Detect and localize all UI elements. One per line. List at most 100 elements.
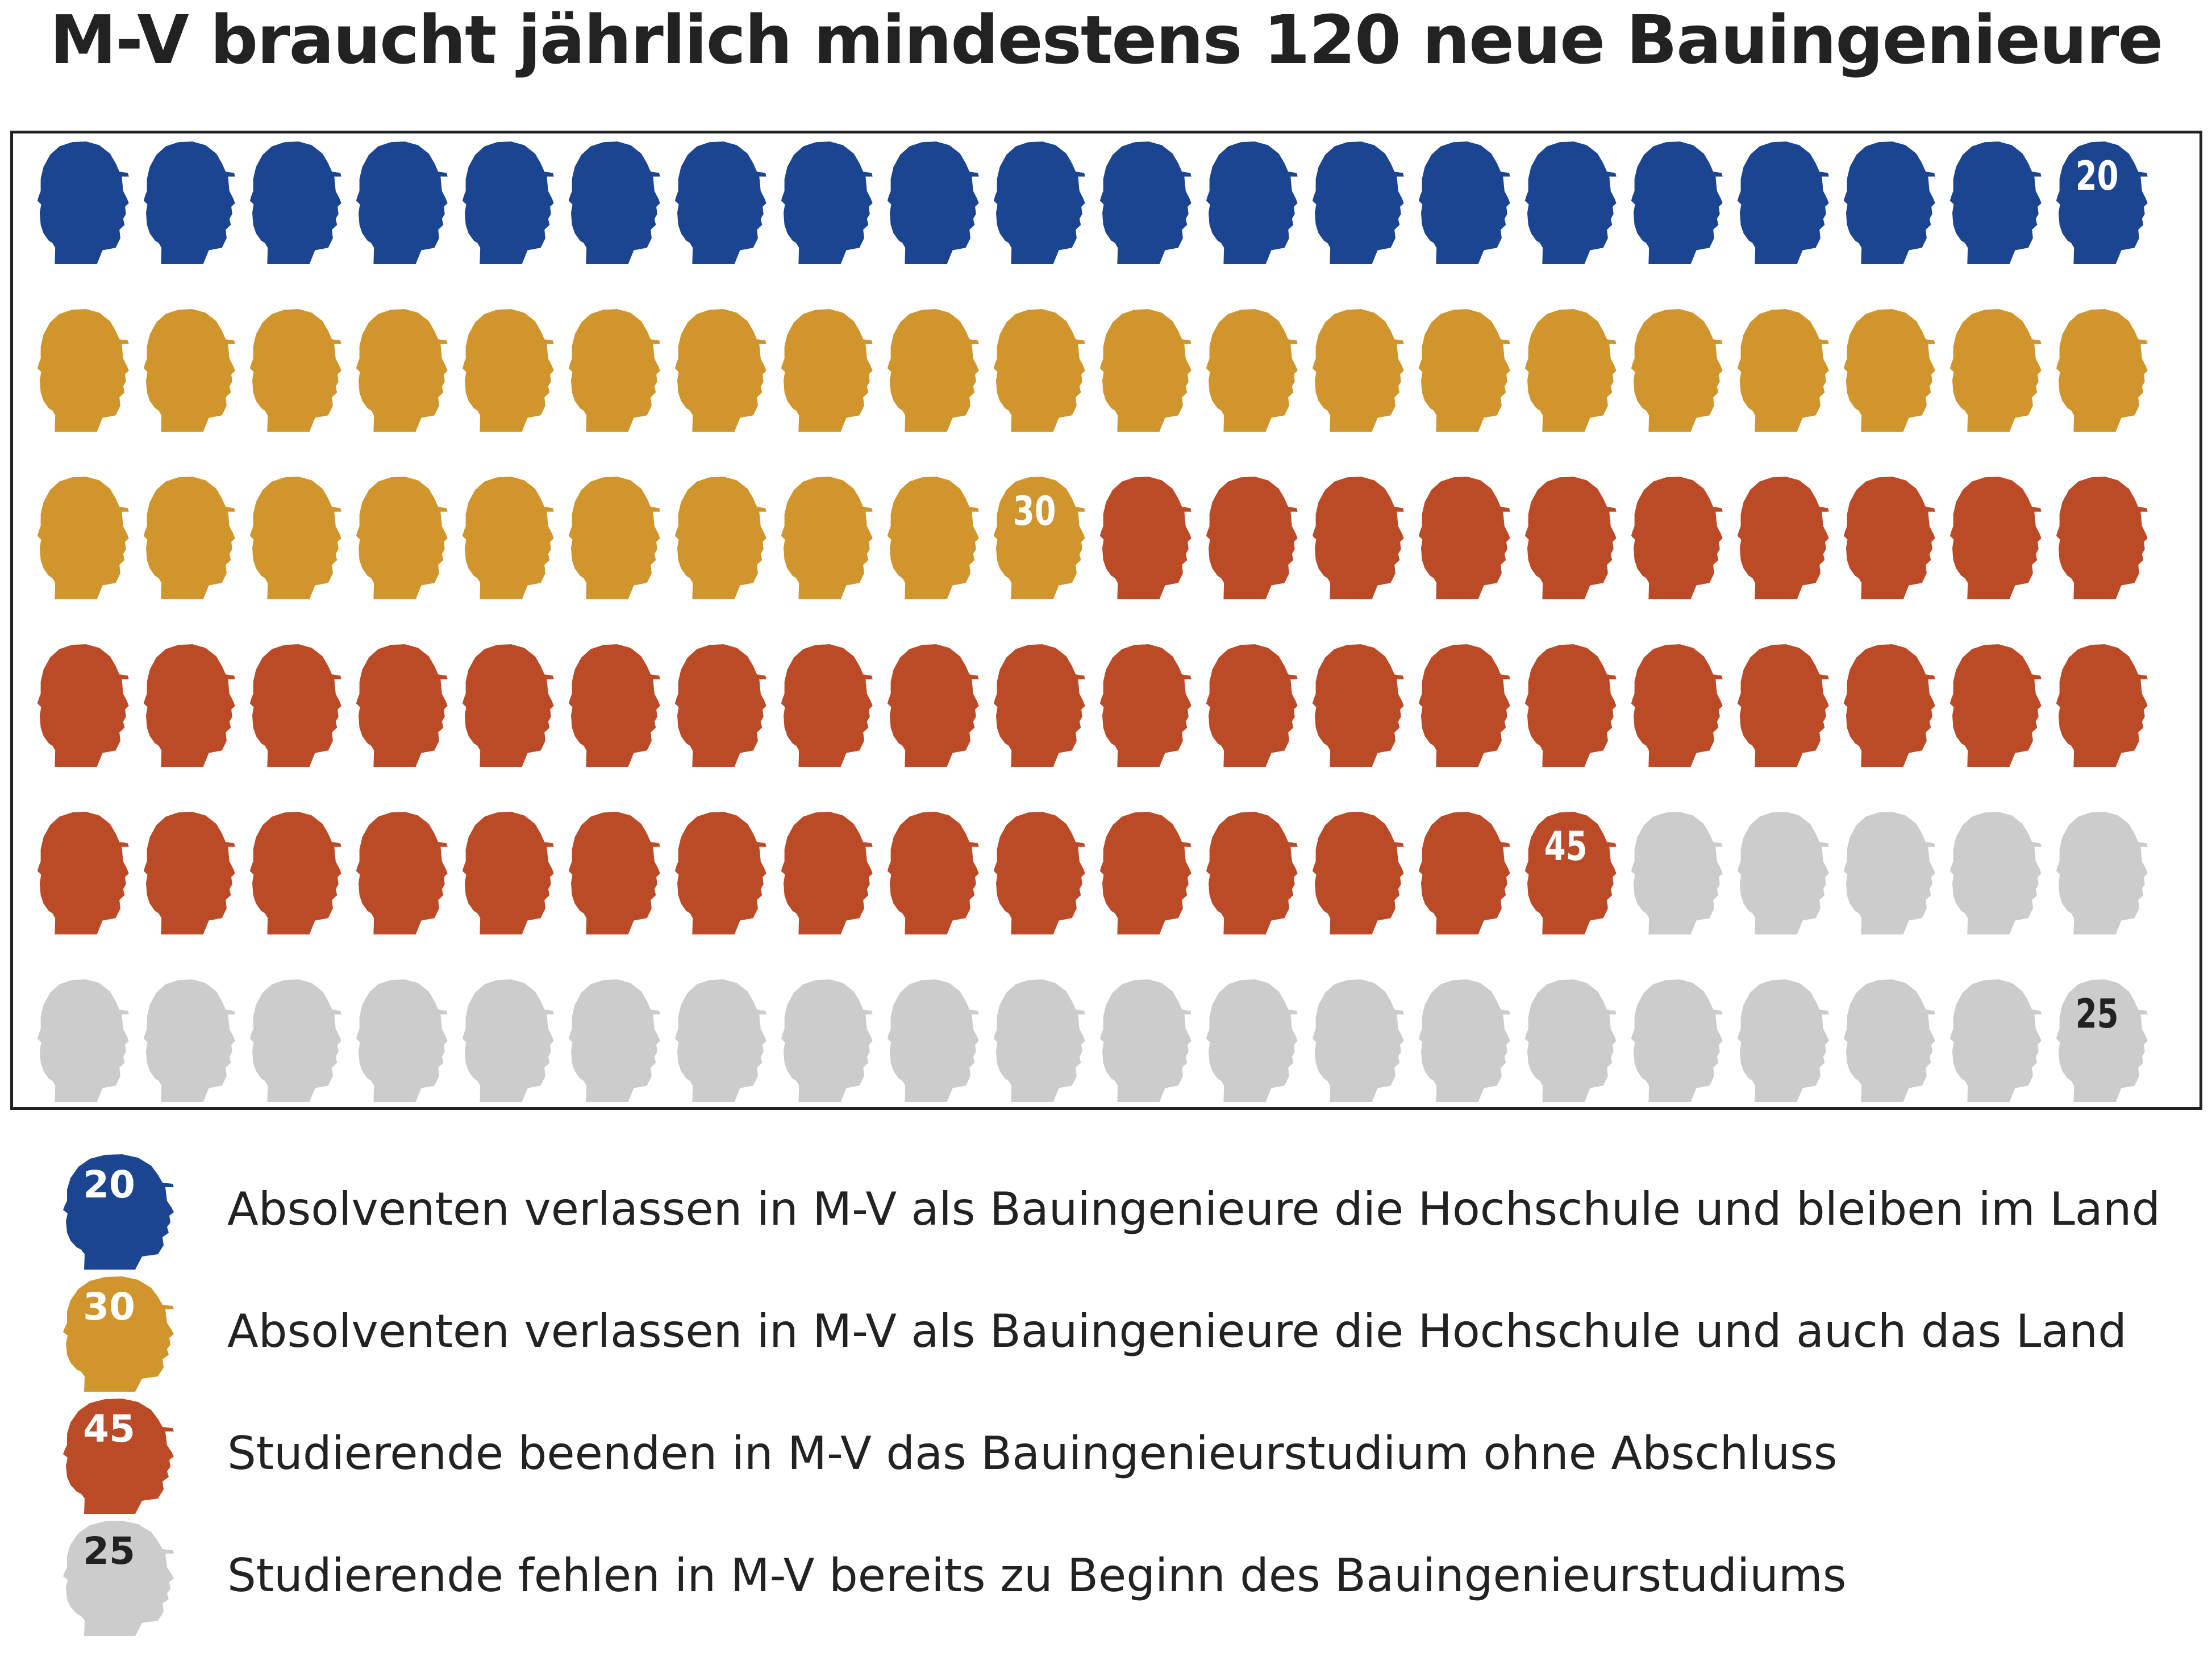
pictograph-head-40 [2056,309,2148,432]
pictograph-head-119 [1949,979,2042,1102]
pictograph-head-46 [568,477,660,599]
pictograph-head-16 [1631,141,1723,264]
pictograph-head-87 [674,812,767,934]
pictograph-head-51 [1099,477,1192,599]
pictograph-head-6 [568,141,660,264]
legend-item-leave: 30 Absolventen verlassen in M-V als Baui… [0,1275,2212,1392]
pictograph-head-48 [781,477,873,599]
pictograph-head-26 [568,309,660,432]
pictograph-head-21 [37,309,129,432]
pictograph-head-74 [1418,644,1510,767]
pictograph-head-106 [568,979,660,1102]
legend-item-dropout: 45 Studierende beenden in M-V das Bauing… [0,1397,2212,1514]
pictograph-head-86 [568,812,660,934]
pictograph-head-20: 20 [2056,141,2148,264]
legend: 20 Absolventen verlassen in M-V als Baui… [0,1153,2212,1642]
pictograph-head-12 [1206,141,1298,264]
pictograph-head-62 [143,644,235,767]
pictograph-head-29 [887,309,979,432]
legend-label-leave: Absolventen verlassen in M-V als Bauinge… [227,1305,2127,1358]
pictograph-head-11 [1099,141,1192,264]
pictograph-head-15 [1524,141,1617,264]
pictograph-head-70 [993,644,1085,767]
pictograph-head-90 [993,812,1085,934]
pictograph-head-99 [1949,812,2042,934]
pictograph-head-83 [249,812,341,934]
pictograph-head-22 [143,309,235,432]
pictograph-head-104 [356,979,448,1102]
pictograph-head-89 [887,812,979,934]
pictograph-grid: 20 30 45 25 [37,141,2148,1102]
pictograph-head-9 [887,141,979,264]
pictograph-head-7 [674,141,767,264]
pictograph-head-37 [1737,309,1829,432]
pictograph-head-18 [1843,141,1935,264]
pictograph-head-32 [1206,309,1298,432]
pictograph-head-57 [1737,477,1829,599]
pictograph-head-61 [37,644,129,767]
pictograph-head-44 [356,477,448,599]
legend-count-leave: 30 [83,1285,135,1329]
pictograph-head-34 [1418,309,1510,432]
pictograph-head-82 [143,812,235,934]
pictograph-head-63 [249,644,341,767]
pictograph-head-102 [143,979,235,1102]
pictograph-head-14 [1418,141,1510,264]
pictograph-head-85 [462,812,554,934]
pictograph-head-24 [356,309,448,432]
pictograph-head-88 [781,812,873,934]
legend-label-stay: Absolventen verlassen in M-V als Bauinge… [227,1183,2161,1236]
pictograph-head-100 [2056,812,2148,934]
pictograph-head-25 [462,309,554,432]
pictograph-head-4 [356,141,448,264]
pictograph-head-41 [37,477,129,599]
pictograph-head-92 [1206,812,1298,934]
pictograph-head-35 [1524,309,1617,432]
pictograph-head-56 [1631,477,1723,599]
pictograph-head-78 [1843,644,1935,767]
pictograph-head-103 [249,979,341,1102]
pictograph-head-73 [1312,644,1404,767]
pictograph-head-45 [462,477,554,599]
pictograph-head-55 [1524,477,1617,599]
pictograph-head-66 [568,644,660,767]
legend-label-missing: Studierende fehlen in M-V bereits zu Beg… [227,1549,1847,1602]
pictograph-head-112 [1206,979,1298,1102]
legend-item-missing: 25 Studierende fehlen in M-V bereits zu … [0,1520,2212,1636]
pictograph-head-84 [356,812,448,934]
pictograph-head-80 [2056,644,2148,767]
pictograph-head-68 [781,644,873,767]
pictograph-head-96 [1631,812,1723,934]
pictograph-head-105 [462,979,554,1102]
head-silhouette-icon: 25 [63,1521,174,1636]
legend-count-dropout: 45 [83,1407,135,1451]
pictograph-head-52 [1206,477,1298,599]
pictograph-head-72 [1206,644,1298,767]
pictograph-head-118 [1843,979,1935,1102]
pictograph-head-43 [249,477,341,599]
pictograph-head-79 [1949,644,2042,767]
legend-count-missing: 25 [83,1529,135,1573]
pictograph-head-53 [1312,477,1404,599]
pictograph-head-95: 45 [1524,812,1617,934]
pictograph-head-2 [143,141,235,264]
pictograph-head-120: 25 [2056,979,2148,1102]
legend-item-stay: 20 Absolventen verlassen in M-V als Baui… [0,1153,2212,1270]
pictograph-head-97 [1737,812,1829,934]
pictograph-head-50: 30 [993,477,1085,599]
pictograph-head-23 [249,309,341,432]
pictograph-head-13 [1312,141,1404,264]
pictograph-head-75 [1524,644,1617,767]
pictograph-head-81 [37,812,129,934]
head-silhouette-icon: 30 [63,1276,174,1392]
pictograph-head-93 [1312,812,1404,934]
category-count-label-2: 30 [1013,488,1056,535]
pictograph-head-115 [1524,979,1617,1102]
pictograph-head-69 [887,644,979,767]
pictograph-head-47 [674,477,767,599]
legend-label-dropout: Studierende beenden in M-V das Bauingeni… [227,1427,1838,1480]
pictograph-head-111 [1099,979,1192,1102]
pictograph-head-60 [2056,477,2148,599]
pictograph-head-59 [1949,477,2042,599]
pictograph-head-107 [674,979,767,1102]
